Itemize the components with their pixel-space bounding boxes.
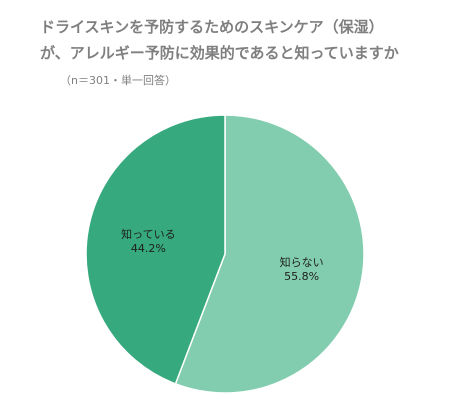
title-line-2: が、アレルギー予防に効果的であると知っていますか [40,44,399,62]
chart-title: ドライスキンを予防するためのスキンケア（保湿） が、アレルギー予防に効果的である… [40,14,440,66]
slice-label-known-value: 44.2% [131,242,166,255]
title-line-1: ドライスキンを予防するためのスキンケア（保湿） [40,18,384,36]
slice-label-unknown-value: 55.8% [284,270,319,283]
slice-label-unknown-name: 知らない [280,255,324,269]
sample-note: （n＝301・単一回答） [60,74,176,87]
slice-unknown [174,114,365,394]
slice-known [85,114,226,385]
slice-label-known-name: 知っている [121,227,175,241]
